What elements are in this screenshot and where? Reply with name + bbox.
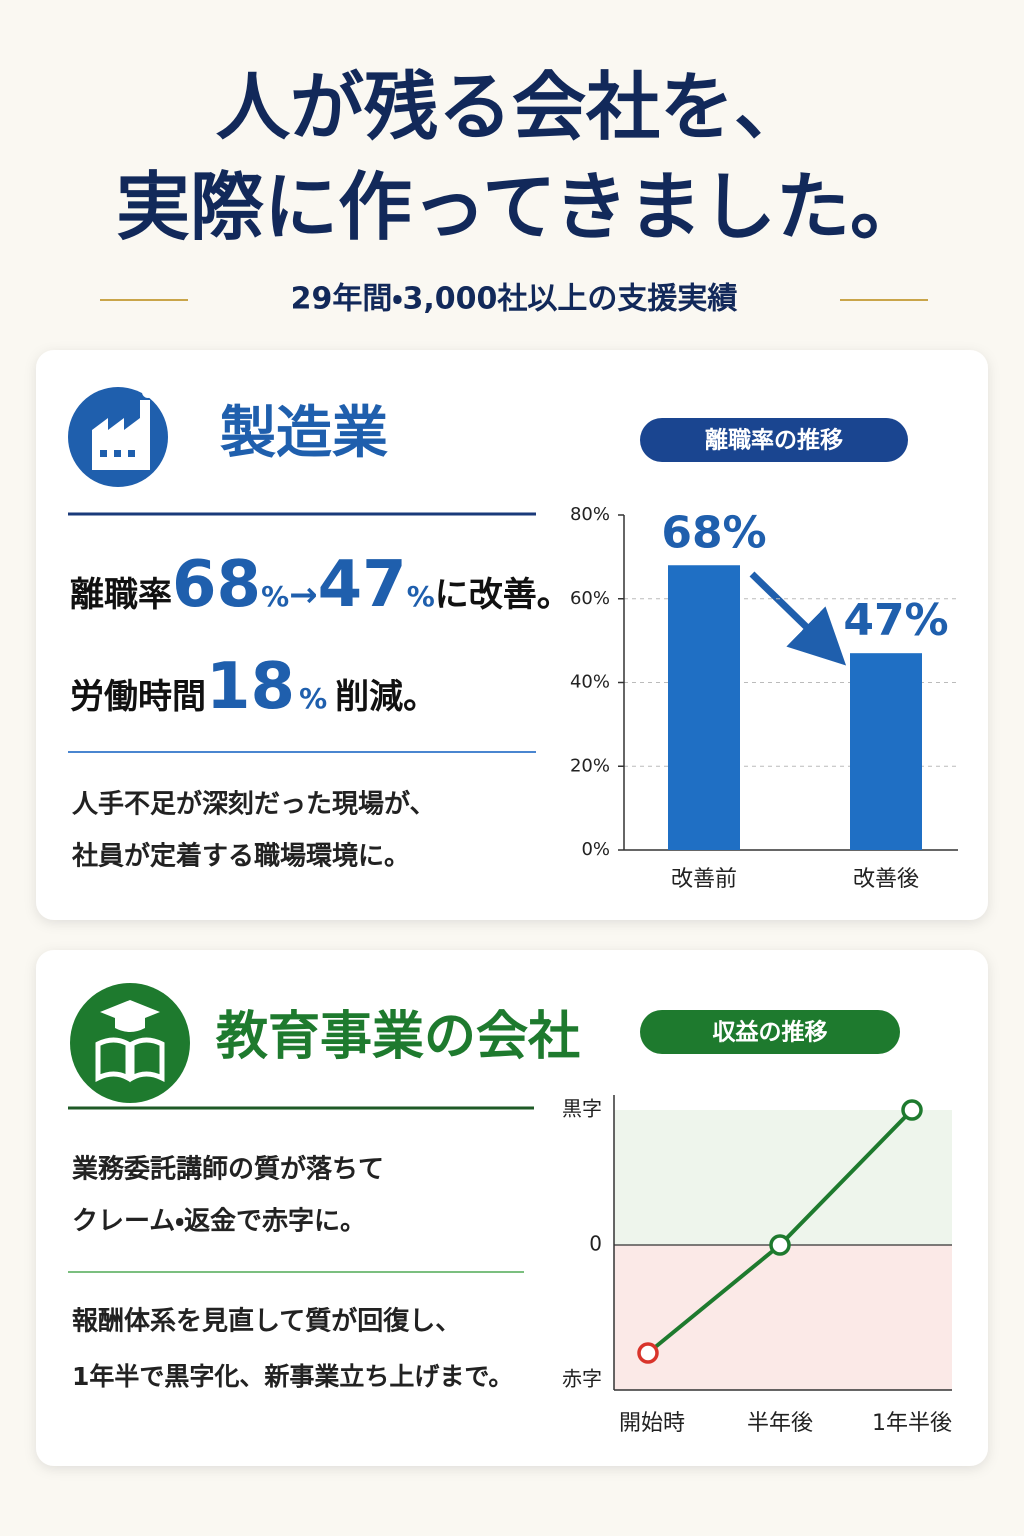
x-tick-label: 1年半後 xyxy=(872,1411,952,1436)
title-line: 実際に作ってきました。 xyxy=(116,165,924,251)
description: 1年半で黒字化、新事業立ち上げまで。 xyxy=(72,1362,513,1391)
y-tick-label: 40% xyxy=(570,672,610,693)
y-tick-label: 赤字 xyxy=(562,1367,602,1391)
chart-title-pill xyxy=(640,418,908,462)
stat-label: 労働時間 xyxy=(70,677,206,717)
stat-unit: % xyxy=(407,580,435,613)
x-tick-label: 改善前 xyxy=(671,867,737,892)
bar-chart: 0% 20% 40% 60% 80% 68% 改善前 47% 改善後 xyxy=(570,504,958,892)
card xyxy=(36,350,988,920)
stat-number: 68 xyxy=(172,548,261,622)
y-tick-label: 80% xyxy=(570,504,610,525)
point xyxy=(769,1234,791,1256)
description: 社員が定着する職場環境に。 xyxy=(71,841,410,872)
x-tick-label: 半年後 xyxy=(747,1411,813,1436)
x-tick-label: 開始時 xyxy=(619,1411,685,1436)
bar xyxy=(850,653,922,850)
stat-tail: 削減。 xyxy=(335,677,437,717)
stat-line: 労働時間18% 削減。 xyxy=(70,650,437,724)
negative-region xyxy=(614,1245,952,1390)
bar xyxy=(668,565,740,850)
education-icon xyxy=(70,983,190,1103)
title-line: 人が残る会社を、 xyxy=(216,65,808,151)
stat-arrow: → xyxy=(289,575,318,615)
description: 人手不足が深刻だった現場が、 xyxy=(71,789,435,820)
chart-title-pill xyxy=(640,1010,900,1054)
stat-number: 47 xyxy=(318,548,407,622)
description: 業務委託講師の質が落ちて xyxy=(72,1154,384,1185)
y-tick-label: 20% xyxy=(570,755,610,776)
description: クレーム・返金で赤字に。 xyxy=(72,1206,366,1237)
chart-title: 離職率の推移 xyxy=(705,427,843,454)
factory-icon xyxy=(68,377,168,487)
stat-unit: % xyxy=(299,682,327,715)
data-label: 47% xyxy=(843,595,948,646)
stat-line: 離職率68%→47%に改善。 xyxy=(70,548,571,622)
point xyxy=(901,1099,923,1121)
point xyxy=(637,1342,659,1364)
description: 報酬体系を見直して質が回復し、 xyxy=(72,1306,461,1337)
section-heading: 製造業 xyxy=(220,401,388,466)
stat-tail: に改善。 xyxy=(435,575,571,615)
change-arrow xyxy=(749,571,847,666)
positive-region xyxy=(614,1110,952,1245)
y-tick-label: 60% xyxy=(570,588,610,609)
chart-title: 収益の推移 xyxy=(713,1019,828,1046)
data-label: 68% xyxy=(661,507,766,558)
section-heading: 教育事業の会社 xyxy=(215,1007,580,1067)
y-tick-label: 黒字 xyxy=(562,1097,602,1121)
stat-unit: % xyxy=(261,580,289,613)
y-tick-label: 0 xyxy=(589,1232,602,1256)
y-tick-label: 0% xyxy=(581,839,610,860)
stat-number: 18 xyxy=(206,650,295,724)
x-tick-label: 改善後 xyxy=(853,867,919,892)
subtitle: 29年間・3,000社以上の支援実績 xyxy=(291,282,738,317)
stat-label: 離職率 xyxy=(70,575,172,615)
